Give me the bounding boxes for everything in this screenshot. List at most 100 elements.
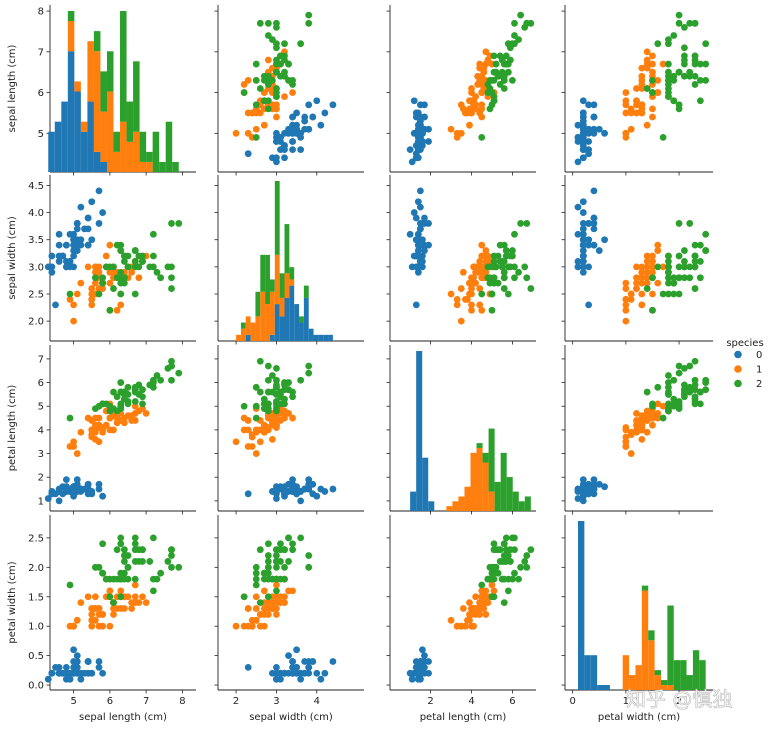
point-species-1 [622, 306, 630, 314]
point-species-2 [149, 379, 157, 386]
point-species-1 [490, 587, 498, 595]
point-species-0 [95, 220, 103, 227]
point-species-2 [696, 258, 704, 265]
point-species-1 [113, 306, 121, 314]
point-species-2 [99, 279, 107, 287]
y-tick-label: 5 [38, 402, 44, 413]
point-species-2 [285, 558, 292, 565]
point-species-1 [627, 431, 635, 439]
hist-bar-species-0 [274, 304, 280, 341]
point-species-2 [240, 89, 248, 96]
point-species-1 [649, 268, 656, 276]
point-species-0 [99, 669, 107, 677]
point-species-1 [73, 616, 81, 624]
point-species-1 [461, 109, 469, 117]
point-species-0 [574, 203, 582, 211]
point-species-2 [702, 230, 710, 238]
point-species-0 [414, 268, 422, 276]
point-species-2 [527, 546, 535, 554]
hist-bar-species-1 [236, 334, 241, 341]
point-species-0 [48, 490, 56, 498]
point-species-1 [131, 409, 139, 417]
point-species-1 [643, 274, 651, 282]
point-species-2 [273, 93, 280, 101]
hist-bar-species-2 [67, 11, 75, 22]
point-species-0 [301, 669, 309, 677]
point-species-0 [425, 125, 432, 133]
y-axis-label-sepal-length-cm: sepal length (cm) [7, 44, 18, 132]
point-species-1 [478, 306, 486, 314]
point-species-1 [277, 593, 284, 601]
point-species-1 [649, 414, 656, 422]
point-species-0 [317, 121, 325, 129]
point-species-0 [574, 263, 582, 271]
point-species-2 [305, 362, 313, 370]
point-species-0 [48, 669, 56, 677]
point-species-2 [643, 85, 651, 92]
point-species-1 [622, 433, 630, 441]
point-species-1 [643, 258, 651, 265]
hist-bar-species-0 [284, 297, 290, 341]
point-species-0 [293, 490, 301, 498]
point-species-0 [601, 236, 608, 244]
point-species-1 [638, 424, 646, 431]
point-species-0 [297, 497, 305, 505]
point-species-0 [88, 669, 96, 677]
point-species-2 [256, 546, 264, 554]
point-species-0 [297, 146, 305, 154]
point-species-1 [84, 593, 92, 601]
point-species-2 [527, 285, 535, 292]
hist-bar-species-0 [313, 334, 319, 341]
point-species-2 [686, 388, 694, 396]
point-species-2 [110, 388, 117, 396]
panel-3-3: 0 1 2 [561, 515, 713, 707]
point-species-2 [675, 398, 683, 405]
point-species-0 [579, 488, 587, 495]
point-species-2 [117, 279, 125, 287]
point-species-0 [574, 258, 582, 265]
point-species-2 [149, 534, 157, 542]
point-species-2 [675, 290, 683, 298]
point-species-0 [70, 252, 78, 260]
point-species-2 [665, 60, 672, 68]
hist-bar-species-0 [294, 304, 300, 341]
x-axis-label-sepal-length-cm: sepal length (cm) [79, 712, 167, 723]
hist-bar-species-2 [686, 675, 693, 690]
point-species-2 [496, 81, 504, 88]
hist-bar-species-2 [699, 660, 706, 690]
point-species-1 [622, 301, 630, 309]
point-species-2 [496, 52, 504, 60]
point-species-1 [95, 611, 103, 618]
point-species-0 [84, 241, 92, 249]
point-species-2 [504, 263, 512, 271]
point-species-1 [106, 268, 114, 276]
point-species-2 [680, 263, 688, 271]
point-species-1 [252, 450, 260, 457]
hist-bar-species-1 [470, 452, 477, 511]
point-species-0 [595, 125, 603, 133]
x-tick-label: 5 [70, 696, 76, 707]
point-species-1 [88, 417, 96, 424]
point-species-2 [670, 32, 678, 39]
hist-bar-species-0 [603, 685, 610, 690]
point-species-2 [675, 274, 683, 282]
point-species-1 [73, 450, 81, 457]
point-species-2 [273, 552, 280, 559]
point-species-1 [643, 121, 651, 129]
point-species-2 [117, 593, 125, 601]
point-species-2 [686, 383, 694, 391]
point-species-2 [665, 383, 672, 391]
point-species-1 [264, 605, 272, 612]
point-species-1 [649, 258, 656, 265]
point-species-2 [478, 290, 486, 298]
point-species-1 [633, 279, 640, 287]
point-species-0 [579, 154, 587, 162]
point-species-2 [135, 252, 143, 260]
point-species-0 [285, 488, 292, 495]
point-species-1 [447, 616, 455, 624]
point-species-1 [252, 616, 260, 624]
point-species-2 [680, 381, 688, 389]
point-species-2 [277, 540, 284, 548]
point-species-1 [66, 296, 74, 303]
point-species-2 [285, 534, 292, 542]
